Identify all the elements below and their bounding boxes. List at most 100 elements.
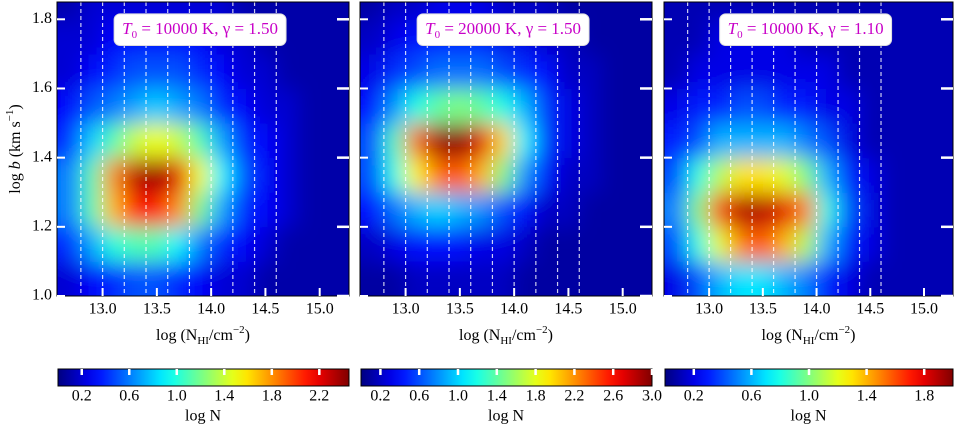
heat-cell xyxy=(773,260,796,296)
heat-cell xyxy=(600,53,624,89)
heat-cell xyxy=(448,157,472,193)
annotation: T0 = 20000 K, γ = 1.50 xyxy=(425,19,581,41)
heat-cell xyxy=(859,260,882,296)
heat-cell xyxy=(470,226,493,262)
heat-cell xyxy=(470,53,493,89)
heat-cell xyxy=(794,87,818,124)
heat-cell xyxy=(210,122,234,159)
heat-cell xyxy=(491,226,515,262)
heat-cell xyxy=(275,260,299,296)
text-part: ) xyxy=(850,327,855,344)
heat-cell xyxy=(923,122,953,159)
text-part: 0 xyxy=(737,29,743,41)
colorbar-tick-label: 1.8 xyxy=(526,388,546,405)
x-tick-label: 13.5 xyxy=(143,301,171,318)
heat-cell xyxy=(535,122,559,159)
heat-cell xyxy=(708,53,732,89)
heat-cell xyxy=(426,157,450,193)
heat-cell xyxy=(167,260,190,296)
heat-cell xyxy=(664,2,689,20)
heat-cell xyxy=(557,226,580,262)
heat-cell xyxy=(232,191,256,228)
heat-cell xyxy=(57,226,82,262)
heat-cell xyxy=(210,53,234,89)
colorbar-tick-label: 2.2 xyxy=(564,388,584,405)
heat-cell xyxy=(773,157,796,193)
text-part: HI xyxy=(500,335,512,347)
heat-cell xyxy=(664,157,689,193)
heat-cell xyxy=(123,157,147,193)
heat-cell xyxy=(210,87,234,124)
heat-cell xyxy=(600,191,624,228)
heat-cell xyxy=(491,191,515,228)
heat-cell xyxy=(319,53,349,89)
heat-cell xyxy=(902,18,925,55)
heat-cell xyxy=(254,87,277,124)
heat-cell xyxy=(687,18,710,55)
x-tick-label: 14.5 xyxy=(554,301,582,318)
heat-cell xyxy=(491,122,515,159)
x-axis-label: log (NHI/cm−2) xyxy=(156,324,250,347)
heat-cell xyxy=(557,53,580,89)
heat-cell xyxy=(145,157,169,193)
colorbar-label: log N xyxy=(185,408,221,425)
colorbar xyxy=(57,368,350,387)
heat-cell xyxy=(275,157,299,193)
heat-cell xyxy=(383,157,407,193)
heat-cell xyxy=(622,191,652,228)
heat-cell xyxy=(902,87,925,124)
heat-cell xyxy=(513,122,537,159)
heat-cell xyxy=(297,157,321,193)
heat-cell xyxy=(622,87,652,124)
heat-cell xyxy=(470,122,493,159)
heat-cell xyxy=(687,53,710,89)
heat-cell xyxy=(794,53,818,89)
y-tick-label: 1.2 xyxy=(32,217,52,234)
plot-frame xyxy=(56,1,350,297)
text-part: ) xyxy=(7,104,24,109)
heat-cell xyxy=(535,260,559,296)
heat-cell xyxy=(360,18,385,55)
x-axis-label: log (NHI/cm−2) xyxy=(762,324,856,347)
heat-cell xyxy=(600,260,624,296)
heat-cell xyxy=(557,157,580,193)
heat-cell xyxy=(837,53,861,89)
heat-cell xyxy=(145,226,169,262)
text-part: /cm xyxy=(209,327,234,344)
x-tick-label: 14.0 xyxy=(803,301,831,318)
text-part: /cm xyxy=(814,327,839,344)
colorbar-tick-label: 0.6 xyxy=(119,388,139,405)
heat-cell xyxy=(816,122,839,159)
heat-cell xyxy=(426,87,450,124)
text-part: 0 xyxy=(132,29,138,41)
heat-cell xyxy=(622,157,652,193)
y-tick-label: 1.8 xyxy=(32,10,52,27)
heat-cell xyxy=(80,157,104,193)
heat-cell xyxy=(232,226,256,262)
heat-cell xyxy=(470,191,493,228)
heat-cell xyxy=(751,122,775,159)
heat-cell xyxy=(880,87,904,124)
heat-cell xyxy=(383,122,407,159)
heat-cell xyxy=(360,122,385,159)
heat-cell xyxy=(751,53,775,89)
heat-cell xyxy=(664,18,689,55)
heat-cell xyxy=(600,157,624,193)
heat-cell xyxy=(730,260,753,296)
x-tick-label: 13.0 xyxy=(695,301,723,318)
text-part: T xyxy=(122,19,133,38)
heat-cell xyxy=(383,2,407,20)
heat-cell xyxy=(837,87,861,124)
heat-cell xyxy=(859,226,882,262)
colorbar-tick-label: 1.8 xyxy=(262,388,282,405)
heat-cell xyxy=(167,226,190,262)
heat-cell xyxy=(80,191,104,228)
heat-cell xyxy=(557,122,580,159)
heat-cell xyxy=(405,226,428,262)
text-part: ) xyxy=(548,327,553,344)
heat-cell xyxy=(188,122,212,159)
heat-cell xyxy=(923,260,953,296)
x-tick-label: 15.0 xyxy=(306,301,334,318)
heat-cell xyxy=(622,260,652,296)
x-tick-label: 14.0 xyxy=(197,301,225,318)
